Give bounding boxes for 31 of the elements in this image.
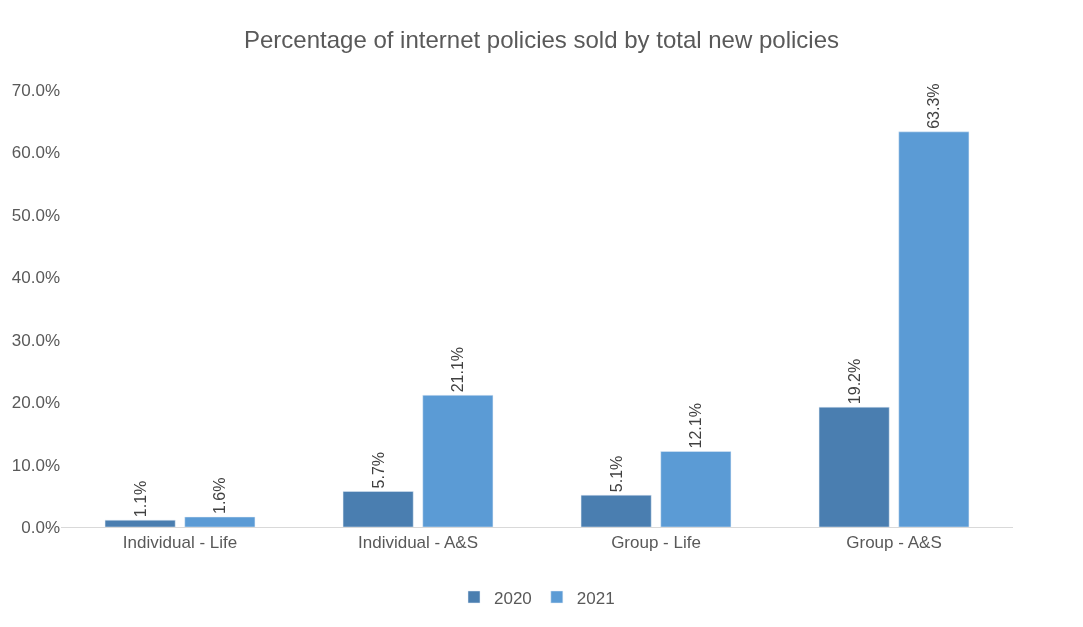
bar — [184, 516, 256, 527]
y-tick-label: 60.0% — [11, 143, 60, 163]
y-tick-label: 0.0% — [21, 517, 60, 537]
bar — [660, 451, 732, 527]
x-tick-label: Individual - A&S — [357, 533, 479, 553]
bar — [342, 491, 414, 527]
x-tick-label: Group - A&S — [846, 533, 942, 553]
bar — [898, 131, 970, 527]
chart-title: Percentage of internet policies sold by total new policies — [243, 26, 840, 54]
y-tick-label: 10.0% — [11, 455, 60, 475]
bar — [580, 494, 652, 527]
data-label: 1.6% — [211, 477, 229, 515]
data-label: 5.7% — [369, 451, 387, 489]
x-tick-label: Group - Life — [611, 533, 701, 553]
data-label: 21.1% — [449, 346, 467, 393]
y-tick-label: 70.0% — [11, 80, 60, 100]
bar — [422, 395, 494, 527]
bar — [818, 406, 890, 527]
data-label: 12.1% — [687, 403, 705, 449]
data-label: 1.1% — [131, 480, 149, 518]
legend-label: 2020 — [494, 588, 532, 608]
y-tick-label: 50.0% — [11, 205, 60, 225]
bar — [104, 519, 176, 527]
data-label: 19.2% — [845, 358, 863, 405]
y-tick-label: 30.0% — [11, 330, 60, 350]
y-tick-label: 20.0% — [11, 393, 60, 413]
x-tick-label: Individual - Life — [122, 533, 238, 553]
y-tick-label: 40.0% — [11, 268, 60, 288]
data-label: 5.1% — [607, 455, 625, 493]
legend-label: 2021 — [576, 588, 615, 608]
data-label: 63.3% — [925, 83, 943, 129]
